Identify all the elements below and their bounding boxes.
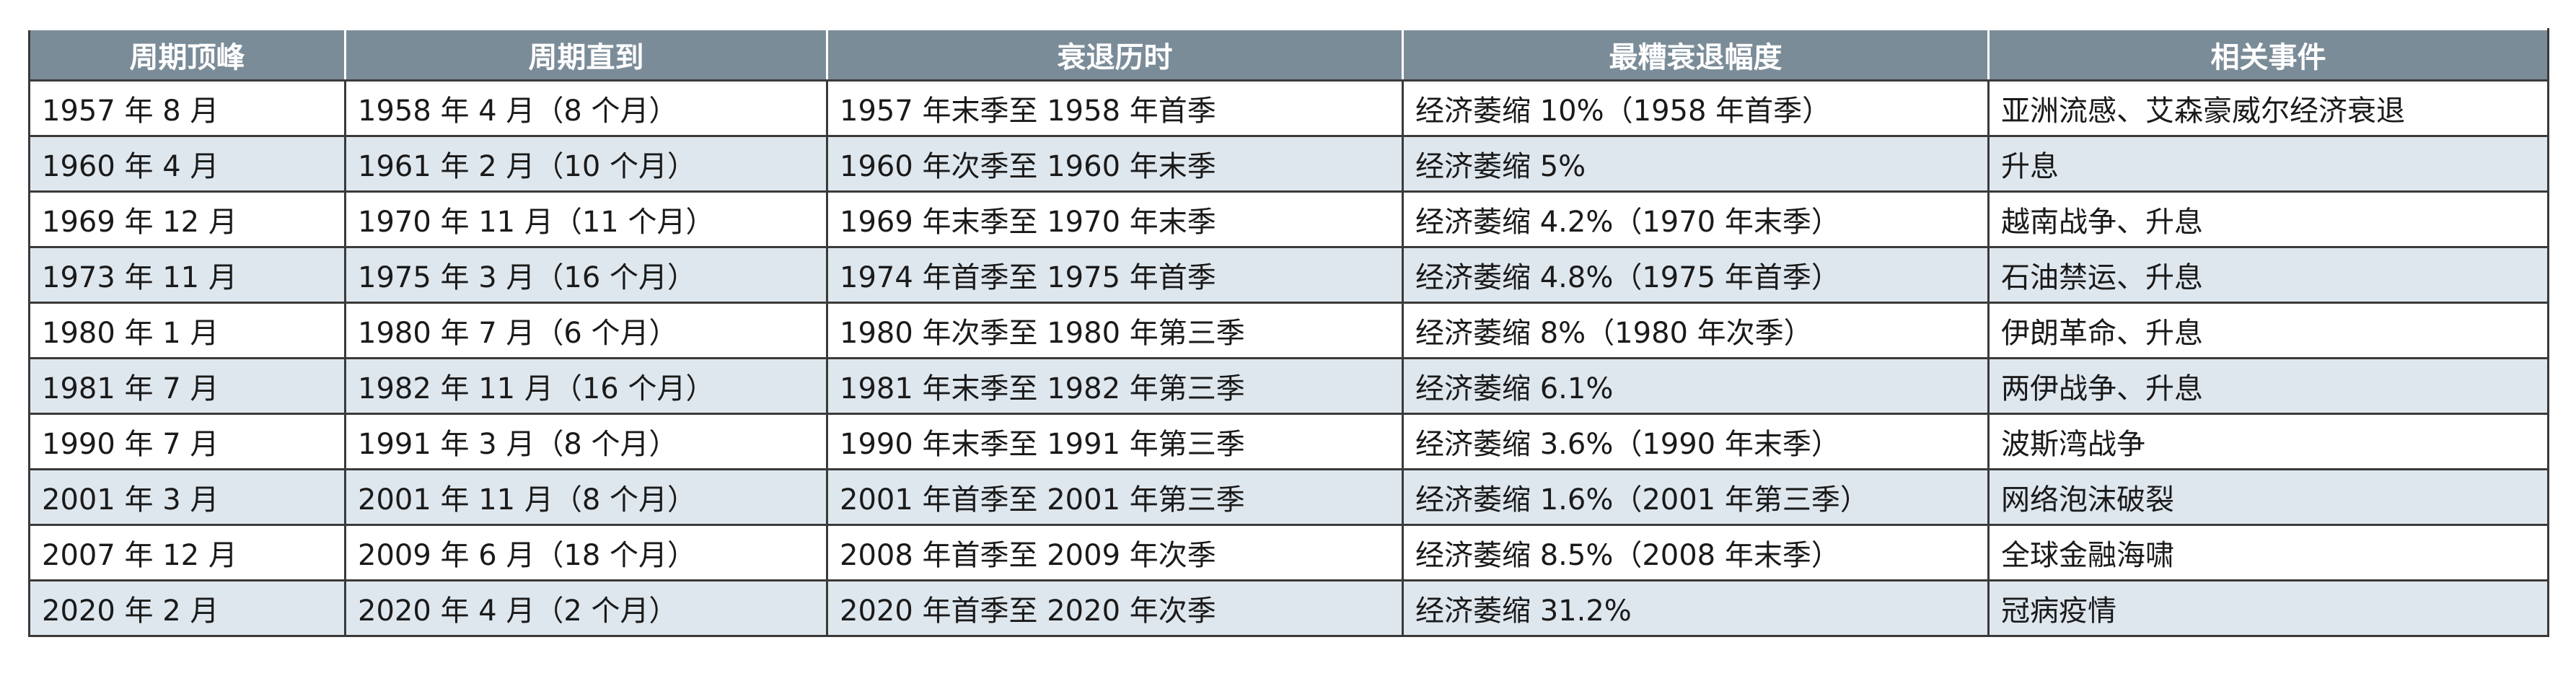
cell-cycle-peak: 1957 年 8 月 [28, 79, 346, 137]
table-row: 1957 年 8 月 1958 年 4 月（8 个月） 1957 年末季至 19… [28, 79, 2549, 137]
cell-cycle-peak: 2020 年 2 月 [28, 579, 346, 637]
cell-worst-decline: 经济萎缩 3.6%（1990 年末季） [1402, 413, 1990, 470]
cell-worst-decline: 经济萎缩 31.2% [1402, 579, 1990, 637]
cell-worst-decline: 经济萎缩 4.2%（1970 年末季） [1402, 190, 1990, 248]
cell-recession-duration: 1981 年末季至 1982 年第三季 [826, 357, 1404, 415]
cell-related-events: 越南战争、升息 [1987, 190, 2549, 248]
table-row: 1981 年 7 月 1982 年 11 月（16 个月） 1981 年末季至 … [28, 357, 2549, 415]
recession-table: 周期顶峰 周期直到 衰退历时 最糟衰退幅度 相关事件 1957 年 8 月 19… [28, 28, 2549, 637]
cell-related-events: 伊朗革命、升息 [1987, 302, 2549, 359]
cell-recession-duration: 2001 年首季至 2001 年第三季 [826, 468, 1404, 526]
cell-recession-duration: 1960 年次季至 1960 年末季 [826, 135, 1404, 193]
cell-worst-decline: 经济萎缩 5% [1402, 135, 1990, 193]
cell-worst-decline: 经济萎缩 6.1% [1402, 357, 1990, 415]
cell-related-events: 两伊战争、升息 [1987, 357, 2549, 415]
cell-worst-decline: 经济萎缩 4.8%（1975 年首季） [1402, 246, 1990, 304]
cell-cycle-peak: 1969 年 12 月 [28, 190, 346, 248]
table-header-row: 周期顶峰 周期直到 衰退历时 最糟衰退幅度 相关事件 [28, 28, 2549, 82]
cell-cycle-until: 2001 年 11 月（8 个月） [344, 468, 828, 526]
cell-cycle-peak: 1960 年 4 月 [28, 135, 346, 193]
cell-worst-decline: 经济萎缩 8.5%（2008 年末季） [1402, 524, 1990, 581]
cell-related-events: 全球金融海啸 [1987, 524, 2549, 581]
cell-cycle-peak: 1981 年 7 月 [28, 357, 346, 415]
cell-related-events: 冠病疫情 [1987, 579, 2549, 637]
header-worst-decline: 最糟衰退幅度 [1402, 28, 1990, 82]
table-row: 2007 年 12 月 2009 年 6 月（18 个月） 2008 年首季至 … [28, 524, 2549, 581]
table-row: 2001 年 3 月 2001 年 11 月（8 个月） 2001 年首季至 2… [28, 468, 2549, 526]
cell-recession-duration: 1990 年末季至 1991 年第三季 [826, 413, 1404, 470]
cell-related-events: 亚洲流感、艾森豪威尔经济衰退 [1987, 79, 2549, 137]
table-row: 1973 年 11 月 1975 年 3 月（16 个月） 1974 年首季至 … [28, 246, 2549, 304]
cell-cycle-until: 1961 年 2 月（10 个月） [344, 135, 828, 193]
cell-cycle-until: 1982 年 11 月（16 个月） [344, 357, 828, 415]
cell-worst-decline: 经济萎缩 10%（1958 年首季） [1402, 79, 1990, 137]
table-row: 2020 年 2 月 2020 年 4 月（2 个月） 2020 年首季至 20… [28, 579, 2549, 637]
cell-cycle-peak: 1980 年 1 月 [28, 302, 346, 359]
header-recession-duration: 衰退历时 [826, 28, 1404, 82]
cell-cycle-until: 1970 年 11 月（11 个月） [344, 190, 828, 248]
cell-recession-duration: 1974 年首季至 1975 年首季 [826, 246, 1404, 304]
cell-related-events: 石油禁运、升息 [1987, 246, 2549, 304]
cell-cycle-peak: 1990 年 7 月 [28, 413, 346, 470]
cell-cycle-until: 1980 年 7 月（6 个月） [344, 302, 828, 359]
cell-related-events: 波斯湾战争 [1987, 413, 2549, 470]
cell-related-events: 网络泡沫破裂 [1987, 468, 2549, 526]
table-row: 1960 年 4 月 1961 年 2 月（10 个月） 1960 年次季至 1… [28, 135, 2549, 193]
table-row: 1969 年 12 月 1970 年 11 月（11 个月） 1969 年末季至… [28, 190, 2549, 248]
cell-cycle-until: 1958 年 4 月（8 个月） [344, 79, 828, 137]
cell-cycle-until: 1975 年 3 月（16 个月） [344, 246, 828, 304]
cell-cycle-until: 2020 年 4 月（2 个月） [344, 579, 828, 637]
cell-cycle-peak: 2007 年 12 月 [28, 524, 346, 581]
header-cycle-until: 周期直到 [344, 28, 828, 82]
table-row: 1990 年 7 月 1991 年 3 月（8 个月） 1990 年末季至 19… [28, 413, 2549, 470]
cell-recession-duration: 1957 年末季至 1958 年首季 [826, 79, 1404, 137]
cell-cycle-peak: 1973 年 11 月 [28, 246, 346, 304]
header-related-events: 相关事件 [1987, 28, 2549, 82]
cell-worst-decline: 经济萎缩 8%（1980 年次季） [1402, 302, 1990, 359]
cell-worst-decline: 经济萎缩 1.6%（2001 年第三季） [1402, 468, 1990, 526]
cell-recession-duration: 2020 年首季至 2020 年次季 [826, 579, 1404, 637]
cell-cycle-peak: 2001 年 3 月 [28, 468, 346, 526]
cell-recession-duration: 1980 年次季至 1980 年第三季 [826, 302, 1404, 359]
recession-table-container: 周期顶峰 周期直到 衰退历时 最糟衰退幅度 相关事件 1957 年 8 月 19… [28, 28, 2549, 637]
cell-recession-duration: 2008 年首季至 2009 年次季 [826, 524, 1404, 581]
cell-recession-duration: 1969 年末季至 1970 年末季 [826, 190, 1404, 248]
header-cycle-peak: 周期顶峰 [28, 28, 346, 82]
table-row: 1980 年 1 月 1980 年 7 月（6 个月） 1980 年次季至 19… [28, 302, 2549, 359]
cell-cycle-until: 1991 年 3 月（8 个月） [344, 413, 828, 470]
cell-related-events: 升息 [1987, 135, 2549, 193]
cell-cycle-until: 2009 年 6 月（18 个月） [344, 524, 828, 581]
